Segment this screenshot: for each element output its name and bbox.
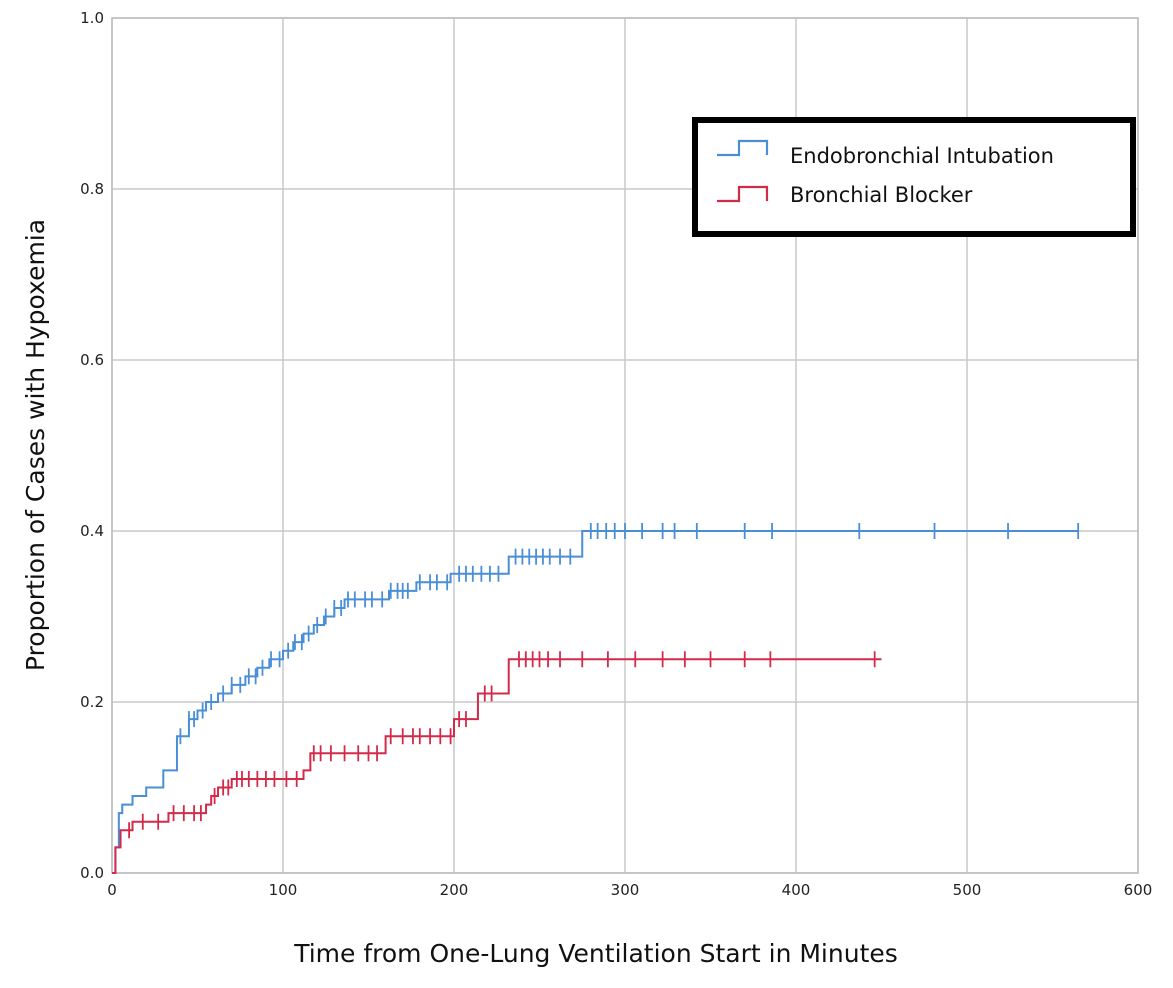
legend-swatch-blocker [717,185,769,203]
x-tick-label-2: 200 [440,881,469,899]
legend-box [692,117,1136,237]
series-group [112,523,1080,874]
y-tick-label-0: 0.0 [80,864,104,882]
y-tick-label-5: 1.0 [80,9,104,27]
x-tick-label-0: 0 [107,881,117,899]
y-tick-label-3: 0.6 [80,351,104,369]
x-axis-title: Time from One-Lung Ventilation Start in … [293,939,898,968]
y-tick-label-2: 0.4 [80,522,104,540]
y-tick-label-1: 0.2 [80,693,104,711]
x-tick-label-6: 600 [1124,881,1153,899]
plot-frame [111,17,1139,874]
y-tick-label-4: 0.8 [80,180,104,198]
x-tick-label-5: 500 [953,881,982,899]
x-tick-label-3: 300 [611,881,640,899]
x-tick-label-4: 400 [782,881,811,899]
y-tick-labels: 0.0 0.2 0.4 0.6 0.8 1.0 [80,9,104,882]
legend: Endobronchial Intubation Bronchial Block… [692,117,1136,237]
x-tick-labels: 0 100 200 300 400 500 600 [107,881,1152,899]
x-tick-label-1: 100 [269,881,298,899]
legend-label-blocker: Bronchial Blocker [790,183,973,207]
series-1 [112,651,882,874]
series-0 [112,523,1080,874]
y-axis-title: Proportion of Cases with Hypoxemia [21,219,50,671]
legend-label-endobronchial: Endobronchial Intubation [790,144,1054,168]
legend-swatch-endobronchial [717,139,769,157]
series-line-1 [112,658,882,874]
series-line-0 [112,530,1079,874]
